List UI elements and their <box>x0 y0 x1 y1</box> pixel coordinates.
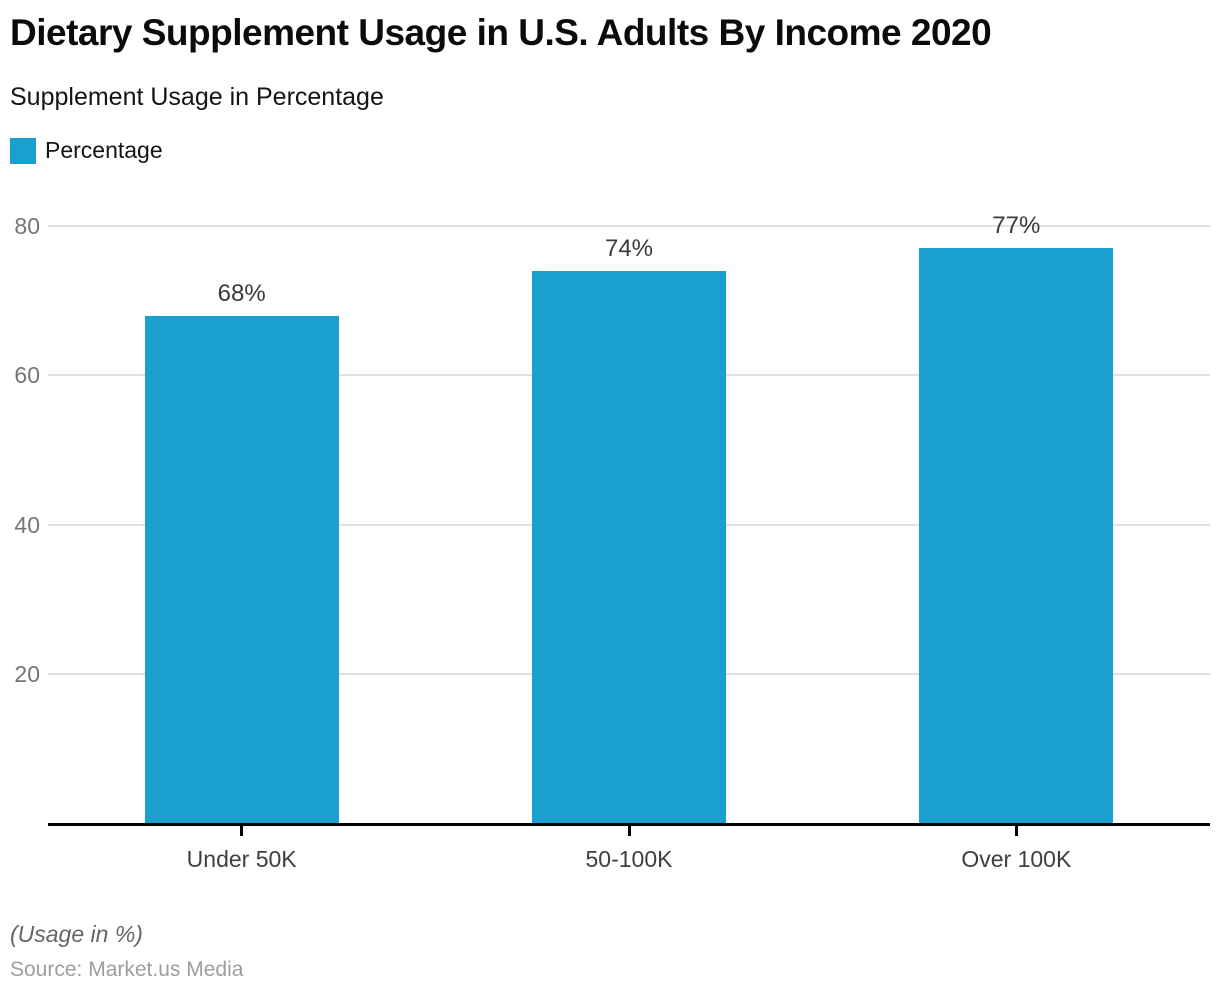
chart-subtitle: Supplement Usage in Percentage <box>10 83 384 111</box>
x-axis-tick <box>240 826 244 836</box>
x-axis-label: 50-100K <box>585 846 673 872</box>
legend-swatch-icon <box>10 137 36 164</box>
y-axis-tick-label: 40 <box>14 511 40 538</box>
legend-label: Percentage <box>45 137 163 163</box>
chart-unit-note: (Usage in %) <box>10 921 143 947</box>
chart-source: Source: Market.us Media <box>10 958 244 981</box>
bar-value-label: 68% <box>217 279 266 307</box>
gridline <box>48 225 1210 227</box>
x-axis-label: Over 100K <box>961 846 1072 872</box>
y-axis-tick-label: 60 <box>14 362 40 389</box>
bar-value-label: 77% <box>992 212 1041 240</box>
x-axis-line <box>48 823 1210 826</box>
y-axis-tick-label: 80 <box>14 213 40 239</box>
y-axis-tick-label: 20 <box>14 660 40 687</box>
bar-under-50k <box>144 315 339 823</box>
legend: Percentage <box>10 137 163 164</box>
bar-value-label: 74% <box>604 234 654 262</box>
x-axis-tick <box>1014 826 1018 836</box>
x-axis-tick <box>627 826 631 836</box>
bar-50-100k <box>532 270 726 823</box>
x-axis-label: Under 50K <box>186 846 297 872</box>
chart-title: Dietary Supplement Usage in U.S. Adults … <box>10 12 992 53</box>
bar-over-100k <box>919 248 1114 823</box>
